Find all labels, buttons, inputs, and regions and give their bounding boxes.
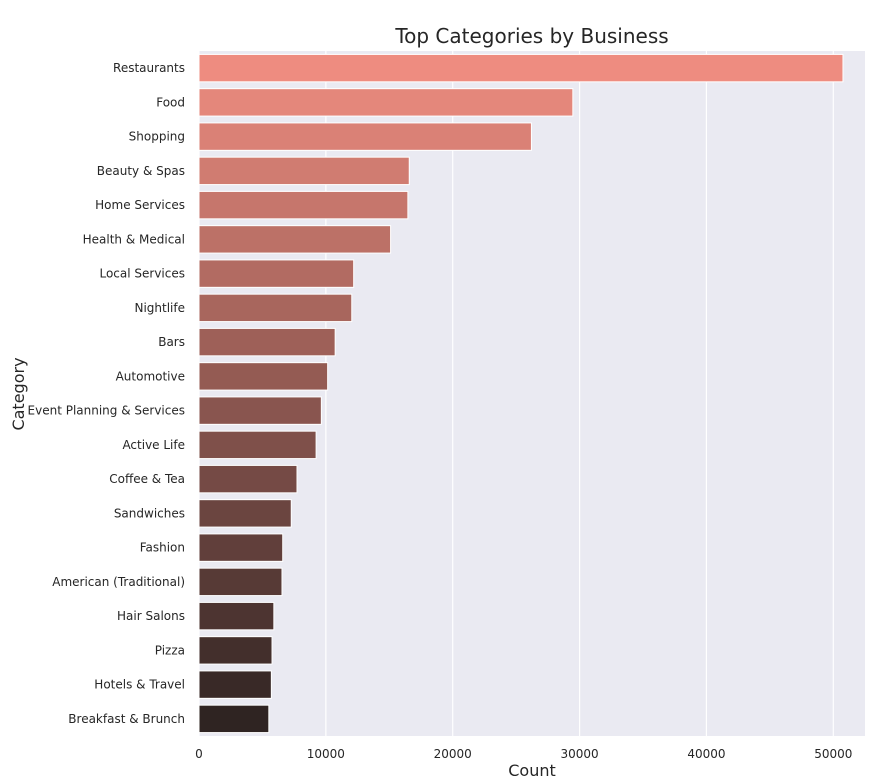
x-tick-label: 40000 (687, 747, 725, 761)
y-tick-label: Shopping (129, 130, 185, 144)
bar-8 (198, 327, 336, 357)
bars (198, 53, 844, 734)
y-tick-label: Nightlife (134, 301, 185, 315)
x-tick-label: 30000 (560, 747, 598, 761)
y-tick-label: Sandwiches (114, 506, 185, 520)
bar-14 (198, 533, 284, 562)
y-tick-label: Restaurants (113, 61, 185, 75)
bar-7 (198, 293, 353, 323)
bar-3 (198, 156, 410, 186)
bar-6 (198, 259, 355, 288)
bar-11 (198, 430, 317, 460)
x-tick-label: 10000 (307, 747, 345, 761)
y-axis-label: Category (9, 357, 28, 430)
y-tick-label: Breakfast & Brunch (68, 712, 185, 726)
y-tick-label: Beauty & Spas (97, 164, 185, 178)
y-tick-label: Bars (158, 335, 185, 349)
bar-5 (198, 225, 392, 254)
y-tick-label: Local Services (99, 267, 185, 281)
x-tick-label: 20000 (434, 747, 472, 761)
y-tick-label: Pizza (155, 643, 185, 657)
bar-1 (198, 88, 574, 117)
y-tick-label: American (Traditional) (52, 575, 185, 589)
chart-title: Top Categories by Business (394, 24, 668, 48)
bar-19 (198, 704, 270, 734)
bar-15 (198, 567, 283, 597)
y-tick-label: Home Services (95, 198, 185, 212)
y-tick-label: Coffee & Tea (109, 472, 185, 486)
y-tick-label: Health & Medical (83, 232, 185, 246)
bar-10 (198, 396, 322, 425)
x-tick-labels: 0 10000 20000 30000 40000 50000 (195, 747, 852, 761)
x-tick-label: 50000 (814, 747, 852, 761)
x-tick-label: 0 (195, 747, 203, 761)
bar-9 (198, 362, 329, 391)
y-tick-label: Hotels & Travel (94, 678, 185, 692)
y-tick-label: Fashion (140, 541, 185, 555)
x-axis-label: Count (508, 761, 556, 778)
bar-18 (198, 670, 272, 699)
bar-13 (198, 499, 292, 528)
y-tick-label: Food (156, 95, 185, 109)
y-tick-labels: Restaurants Food Shopping Beauty & Spas Home… (28, 61, 185, 726)
bar-16 (198, 601, 275, 631)
bar-2 (198, 122, 532, 151)
y-tick-label: Automotive (116, 369, 185, 383)
bar-0 (198, 53, 844, 83)
bar-17 (198, 636, 273, 665)
bar-4 (198, 190, 409, 220)
bar-12 (198, 464, 298, 494)
y-tick-label: Event Planning & Services (28, 404, 185, 418)
plot-area (199, 51, 865, 736)
y-tick-label: Hair Salons (117, 609, 185, 623)
y-tick-label: Active Life (122, 438, 185, 452)
